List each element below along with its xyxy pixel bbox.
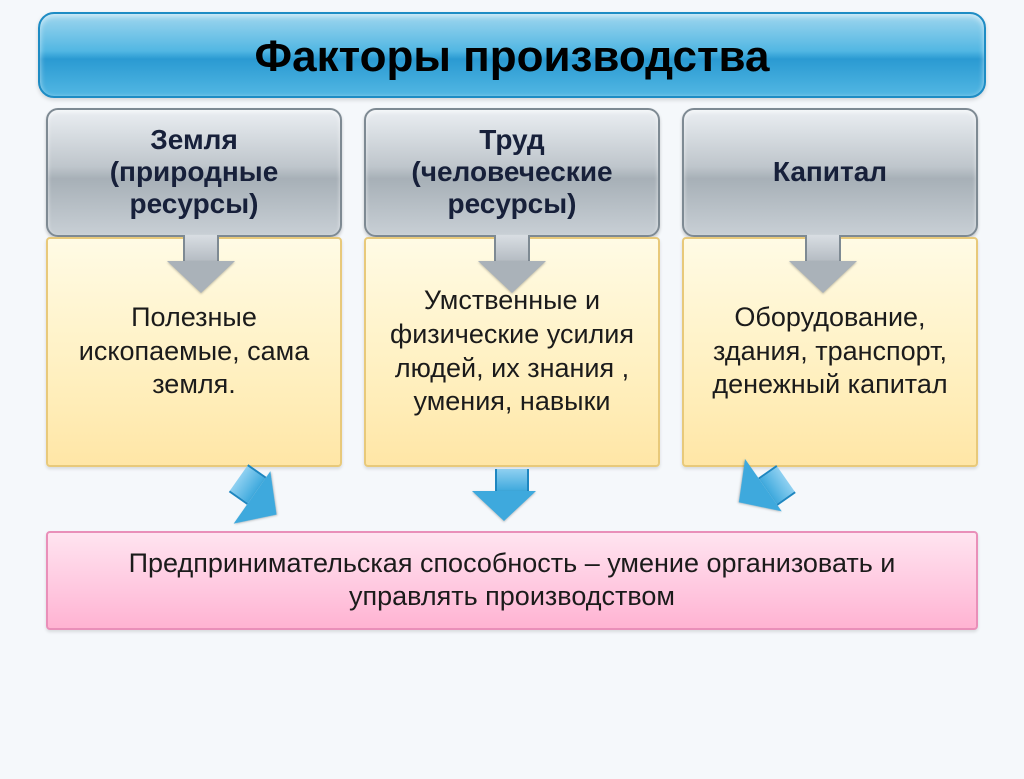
- factor-box-capital: Капитал: [682, 108, 978, 237]
- factors-row: Земля (природные ресурсы) Труд (человече…: [46, 108, 978, 237]
- factor-name: Земля: [150, 124, 238, 155]
- arrow-converge-icon: [224, 458, 305, 535]
- desc-text: Умственные и физические усилия людей, их…: [380, 284, 644, 419]
- blue-arrows-row: [46, 471, 978, 529]
- title-bar: Факторы производства: [38, 12, 986, 98]
- bottom-text: Предпринимательская способность – умение…: [129, 548, 896, 612]
- factor-name: Труд: [479, 124, 544, 155]
- factor-sub: (человеческие ресурсы): [374, 156, 650, 220]
- desc-text: Оборудование, здания, транспорт, денежны…: [698, 301, 962, 402]
- factor-sub: (природные ресурсы): [56, 156, 332, 220]
- factor-box-labor: Труд (человеческие ресурсы): [364, 108, 660, 237]
- diagram-title: Факторы производства: [50, 32, 974, 82]
- arrow-converge-icon: [719, 458, 800, 535]
- desc-text: Полезные ископаемые, сама земля.: [62, 301, 326, 402]
- arrow-converge-icon: [487, 469, 536, 529]
- factor-box-land: Земля (природные ресурсы): [46, 108, 342, 237]
- factor-name: Капитал: [773, 156, 887, 187]
- entrepreneurship-box: Предпринимательская способность – умение…: [46, 531, 978, 631]
